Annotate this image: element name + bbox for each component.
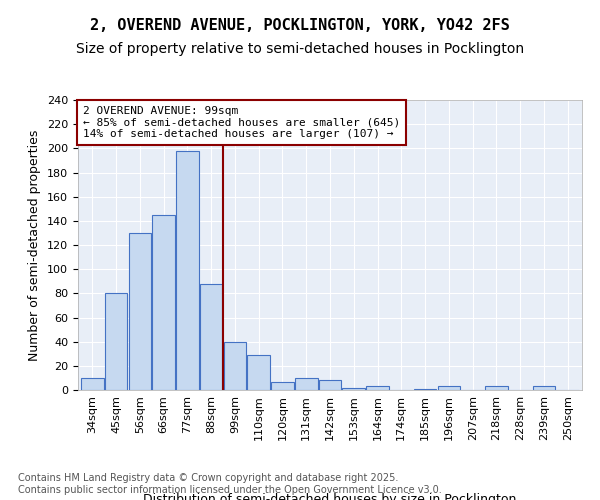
Text: Size of property relative to semi-detached houses in Pocklington: Size of property relative to semi-detach… (76, 42, 524, 56)
Bar (200, 284, 223, 390)
Bar (128, 233, 151, 390)
Bar (81, 378, 104, 390)
Y-axis label: Number of semi-detached properties: Number of semi-detached properties (28, 130, 41, 360)
X-axis label: Distribution of semi-detached houses by size in Pocklington: Distribution of semi-detached houses by … (143, 493, 517, 500)
Text: 2 OVEREND AVENUE: 99sqm
← 85% of semi-detached houses are smaller (645)
14% of s: 2 OVEREND AVENUE: 99sqm ← 85% of semi-de… (83, 106, 400, 139)
Bar (105, 294, 127, 390)
Bar (366, 386, 389, 390)
Bar (295, 378, 317, 390)
Bar (533, 386, 555, 390)
Bar (224, 342, 246, 390)
Bar (414, 389, 436, 390)
Bar (152, 215, 175, 390)
Bar (437, 386, 460, 390)
Bar (485, 386, 508, 390)
Bar (247, 355, 270, 390)
Bar (343, 388, 365, 390)
Text: Contains HM Land Registry data © Crown copyright and database right 2025.
Contai: Contains HM Land Registry data © Crown c… (18, 474, 442, 495)
Bar (319, 380, 341, 390)
Text: 2, OVEREND AVENUE, POCKLINGTON, YORK, YO42 2FS: 2, OVEREND AVENUE, POCKLINGTON, YORK, YO… (90, 18, 510, 32)
Bar (271, 382, 294, 390)
Bar (176, 151, 199, 390)
